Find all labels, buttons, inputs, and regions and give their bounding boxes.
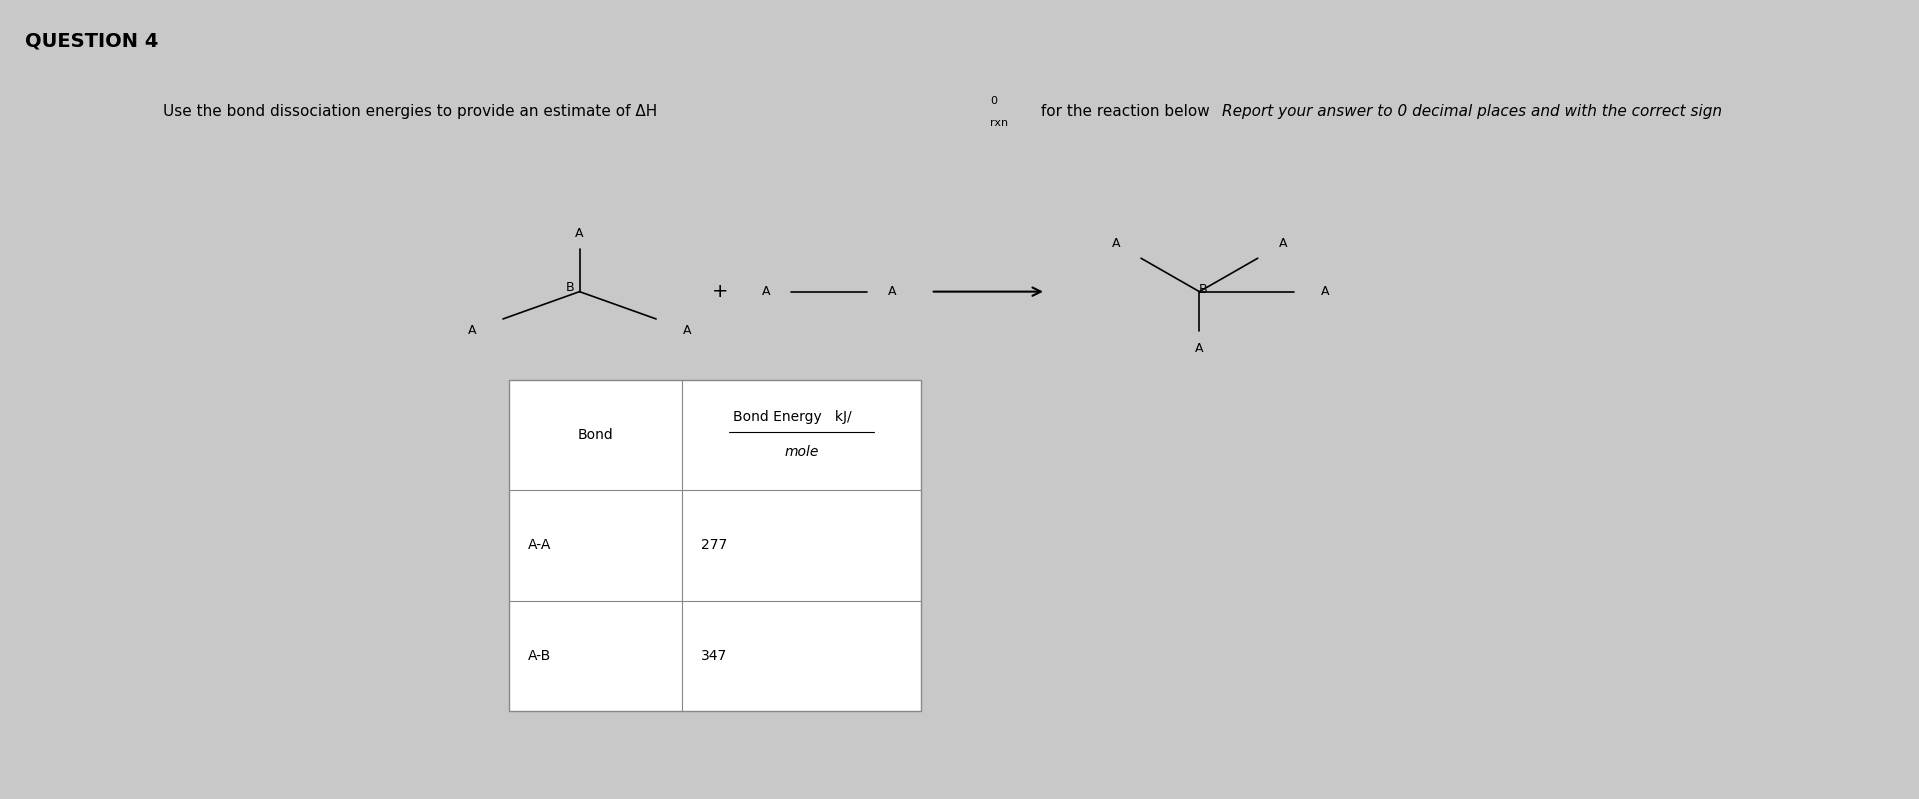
Text: A: A — [1196, 342, 1203, 356]
Text: 347: 347 — [700, 649, 727, 663]
Text: 0: 0 — [990, 96, 998, 106]
Text: A: A — [468, 324, 476, 337]
Text: Bond Energy   kJ/: Bond Energy kJ/ — [733, 410, 852, 424]
Text: A: A — [888, 285, 896, 298]
Text: A-A: A-A — [528, 539, 551, 552]
Text: Report your answer to 0 decimal places and with the correct sign: Report your answer to 0 decimal places a… — [1222, 104, 1723, 119]
Text: A: A — [762, 285, 770, 298]
Text: A: A — [1320, 285, 1330, 298]
Text: Bond: Bond — [578, 427, 612, 442]
Text: QUESTION 4: QUESTION 4 — [25, 32, 159, 51]
Text: rxn: rxn — [990, 118, 1007, 129]
Text: A-B: A-B — [528, 649, 551, 663]
Text: Use the bond dissociation energies to provide an estimate of ΔH: Use the bond dissociation energies to pr… — [163, 104, 658, 119]
Text: B: B — [1199, 283, 1207, 296]
Text: A: A — [1278, 237, 1288, 250]
Text: +: + — [712, 282, 727, 301]
Text: for the reaction below: for the reaction below — [1036, 104, 1220, 119]
Text: A: A — [1111, 237, 1121, 250]
Text: A: A — [576, 227, 583, 240]
Text: B: B — [566, 281, 574, 294]
Text: A: A — [683, 324, 691, 337]
Text: mole: mole — [785, 445, 819, 459]
FancyBboxPatch shape — [509, 380, 921, 711]
Text: 277: 277 — [700, 539, 727, 552]
